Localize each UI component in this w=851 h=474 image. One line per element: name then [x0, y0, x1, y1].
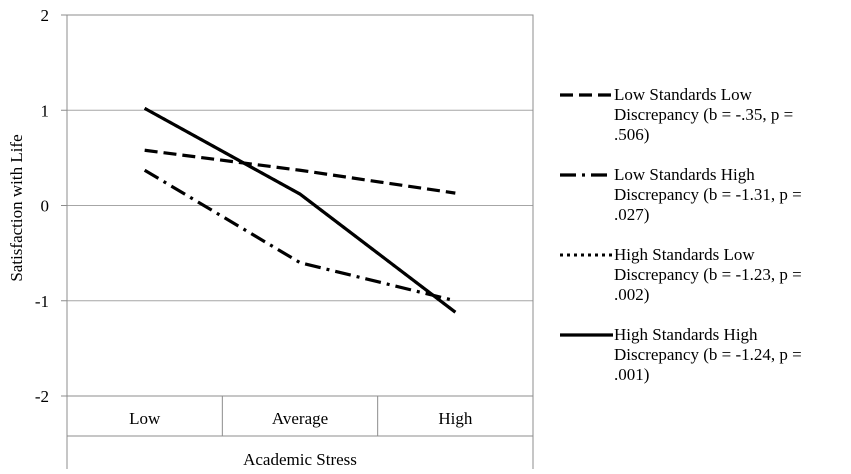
legend-label: .506) [614, 125, 649, 144]
legend-label: .001) [614, 365, 649, 384]
series-line-dotted [143, 107, 457, 314]
series-lines [143, 106, 457, 314]
series-line-dash-dot [143, 168, 456, 303]
series-line-dashed [144, 148, 456, 195]
y-tick-label: -2 [35, 387, 49, 406]
legend-label: High Standards High [614, 325, 758, 344]
series-line-solid [143, 106, 457, 314]
legend-label: .002) [614, 285, 649, 304]
legend-label: .027) [614, 205, 649, 224]
x-tick-label: Low [129, 409, 161, 428]
legend-label: Low Standards High [614, 165, 755, 184]
legend-label: Discrepancy (b = -.35, p = [614, 105, 793, 124]
legend-label: Low Standards Low [614, 85, 753, 104]
x-tick-label: Average [272, 409, 328, 428]
y-tick-label: 2 [41, 6, 50, 25]
axes [61, 14, 534, 469]
legend-label: High Standards Low [614, 245, 755, 264]
tick-labels: -2 -1 0 1 2 Low Average High [35, 6, 473, 428]
y-tick-label: -1 [35, 292, 49, 311]
y-axis-label: Satisfaction with Life [7, 134, 26, 281]
x-tick-label: High [438, 409, 473, 428]
gridlines [67, 109, 533, 302]
y-tick-label: 0 [41, 197, 50, 216]
legend-label: Discrepancy (b = -1.31, p = [614, 185, 802, 204]
x-axis-label: Academic Stress [243, 450, 357, 469]
y-tick-label: 1 [41, 101, 50, 120]
legend-label: Discrepancy (b = -1.23, p = [614, 265, 802, 284]
legend-label: Discrepancy (b = -1.24, p = [614, 345, 802, 364]
